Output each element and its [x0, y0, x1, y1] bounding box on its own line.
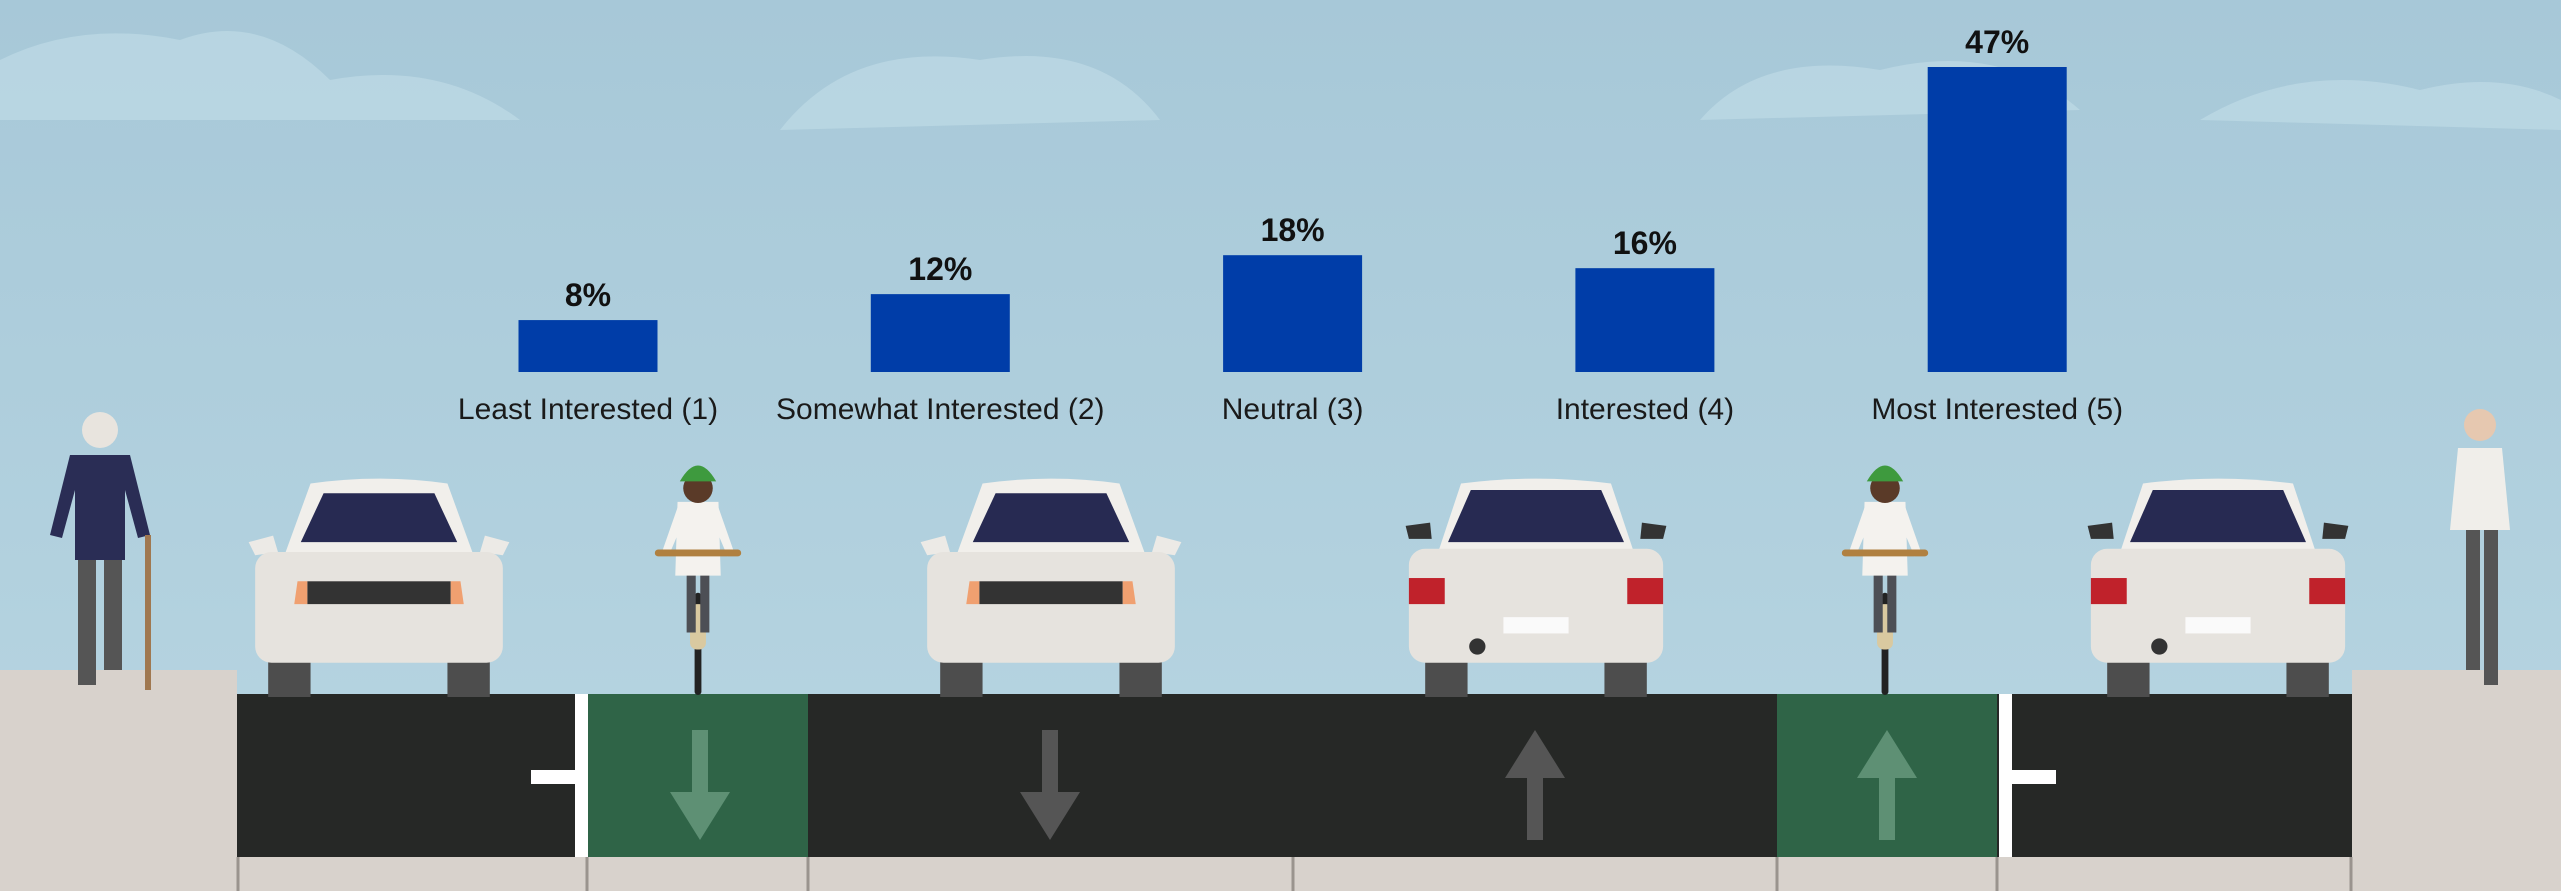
- category-label: Somewhat Interested (2): [776, 393, 1105, 426]
- pedestrians-part: [145, 535, 151, 690]
- value-label: 8%: [565, 277, 611, 313]
- bar: [518, 320, 658, 372]
- value-label: 18%: [1261, 212, 1325, 248]
- background-part: [0, 31, 520, 120]
- category-label: Neutral (3): [1222, 393, 1364, 426]
- bar: [1927, 67, 2067, 372]
- street-part: [0, 670, 237, 891]
- bar: [870, 294, 1010, 372]
- background-part: [2200, 80, 2561, 130]
- category-label: Least Interested (1): [458, 393, 718, 426]
- pedestrians-part: [2464, 409, 2496, 441]
- street-part: [236, 857, 2353, 891]
- value-label: 47%: [1965, 24, 2029, 60]
- street: [0, 670, 2561, 891]
- value-label: 12%: [908, 251, 972, 287]
- bar: [1575, 268, 1715, 372]
- pedestrians: [50, 409, 2510, 690]
- pedestrians-part: [2466, 530, 2480, 670]
- value-label: 16%: [1613, 225, 1677, 261]
- street-part: [2352, 670, 2561, 891]
- category-label: Most Interested (5): [1871, 393, 2123, 426]
- pedestrians-part: [104, 560, 122, 670]
- street-part: [2012, 770, 2056, 784]
- pedestrians-part: [78, 560, 96, 685]
- pedestrians-part: [50, 455, 150, 560]
- pedestrians-part: [82, 412, 118, 448]
- street-part: [531, 770, 575, 784]
- street-part: [1999, 694, 2012, 857]
- background-part: [780, 56, 1160, 130]
- category-label: Interested (4): [1556, 393, 1734, 426]
- bar: [1223, 255, 1363, 372]
- pedestrians-part: [2450, 448, 2510, 530]
- pedestrians-part: [2484, 530, 2498, 685]
- street-part: [575, 694, 588, 857]
